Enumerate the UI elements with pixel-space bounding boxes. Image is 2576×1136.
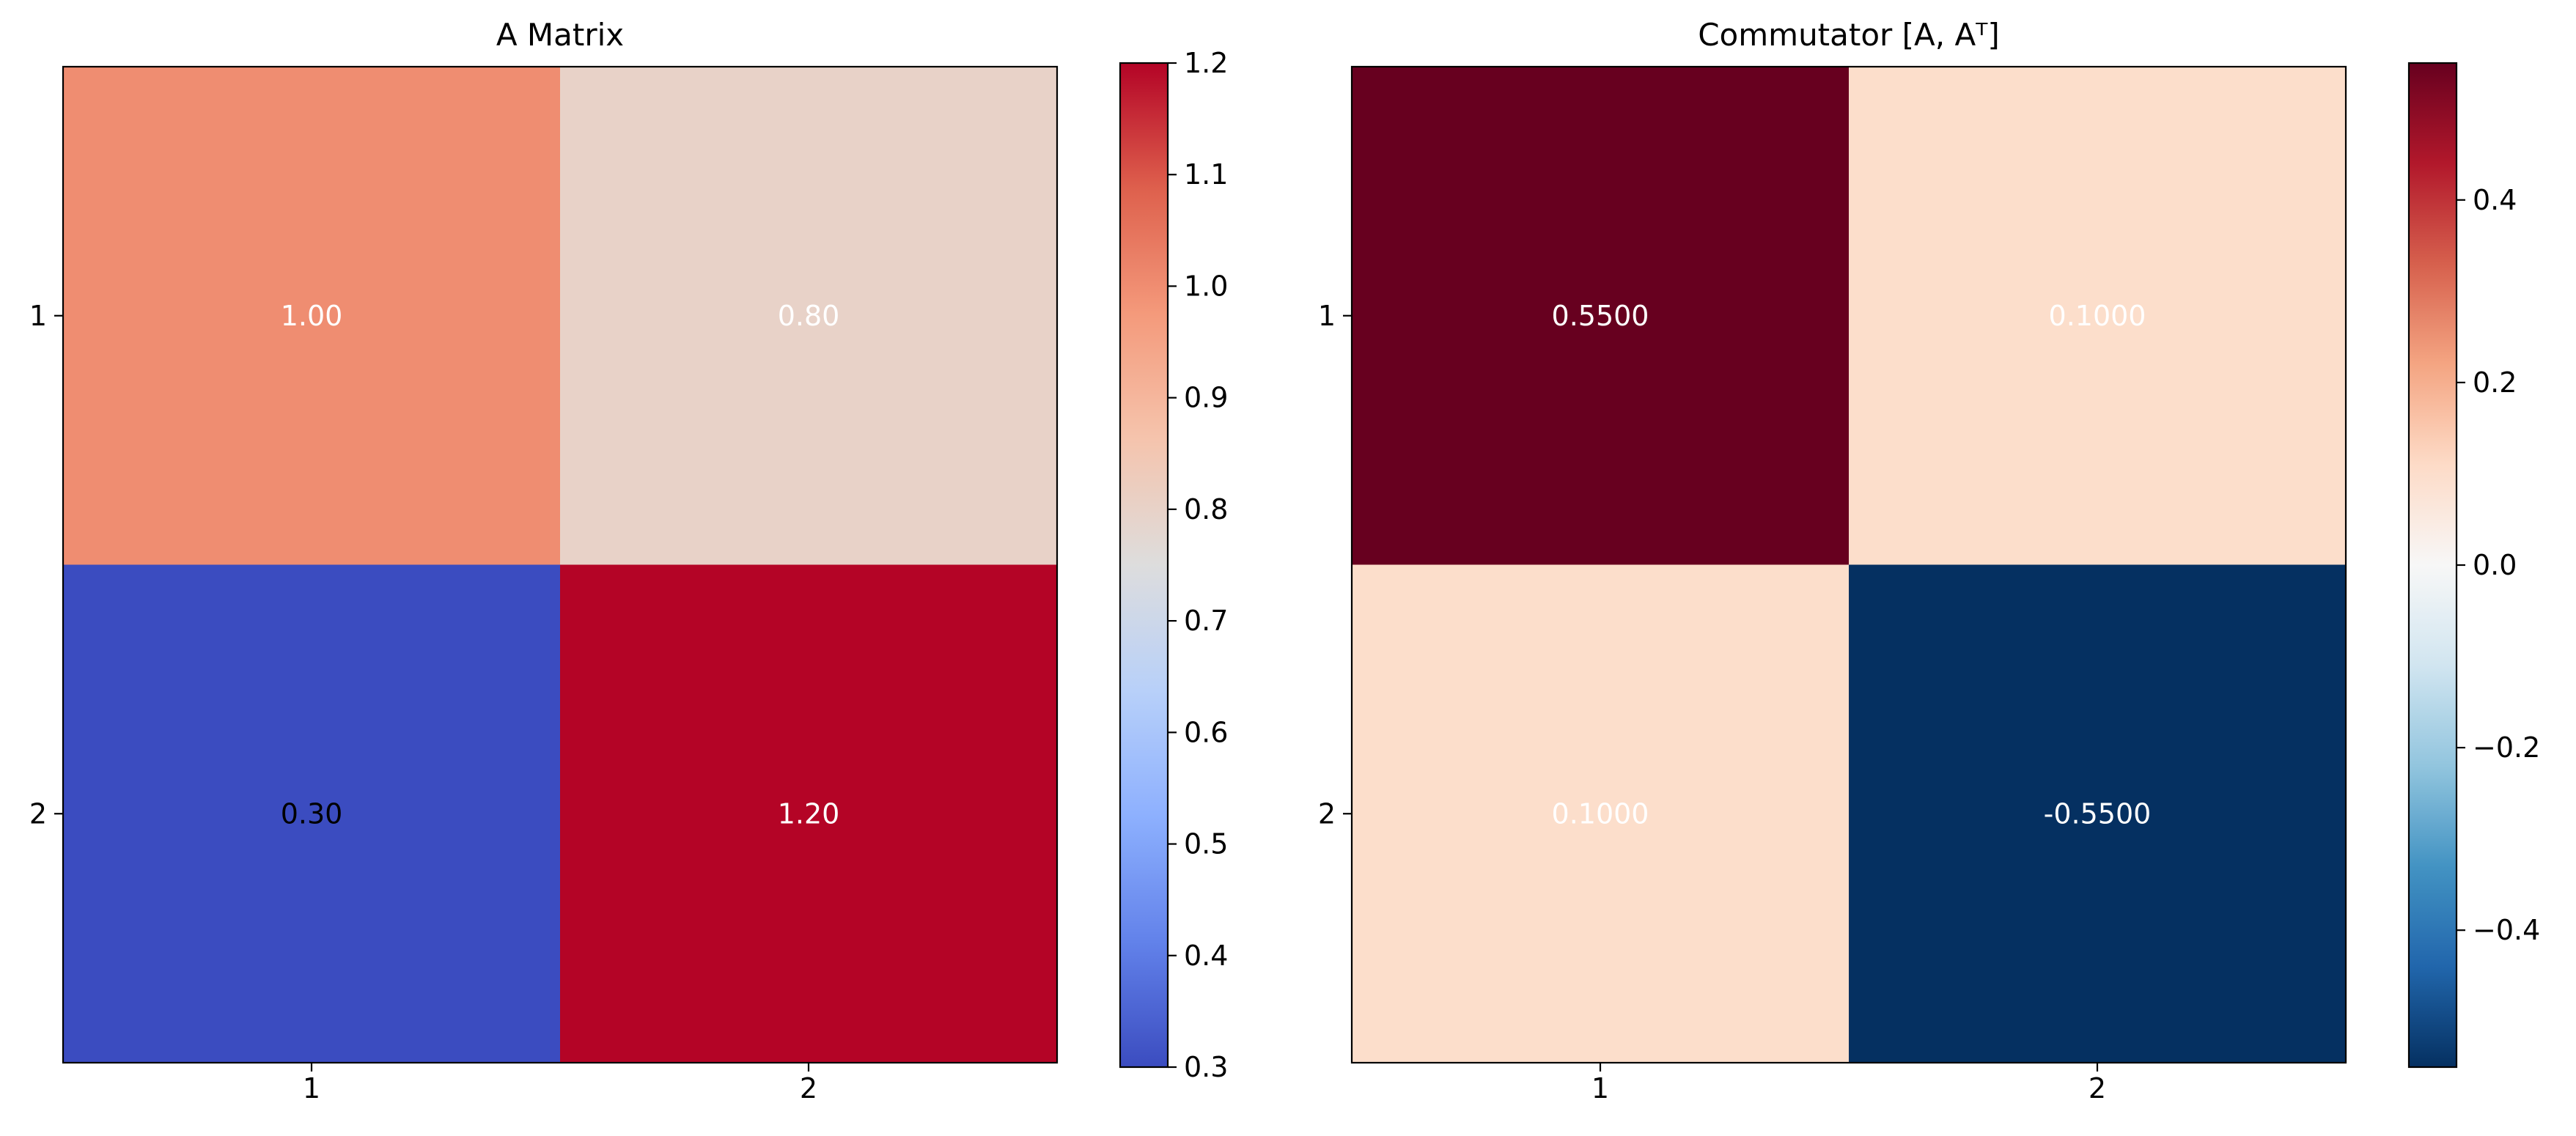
cell-label-r2-c1: 0.1000 (1552, 797, 1649, 830)
colorbar-tick-label: 1.0 (1184, 270, 1228, 302)
charts-container: A Matrix 1.00 0.80 0.30 1.20 1 2 1 2 0.3 0.4 0.5 0.6… (29, 17, 2540, 1104)
cell-label-r1-c2: 0.80 (778, 300, 840, 332)
colorbar-tick-label: 0.5 (1184, 828, 1228, 860)
colorbar-tick-label: 0.9 (1184, 382, 1228, 414)
x-tick-label: 1 (1591, 1072, 1609, 1104)
colorbar: −0.4 −0.2 0.0 0.2 0.4 (2407, 62, 2540, 1069)
colorbar-gradient (1120, 63, 1168, 1067)
colorbar-tick-label: −0.4 (2473, 914, 2540, 946)
heatmap-cell-r2-c1 (63, 564, 561, 1063)
colorbar-tick-label: 1.2 (1184, 47, 1228, 79)
cell-label-r2-c1: 0.30 (281, 797, 343, 830)
colorbar-tick-label: 0.4 (2473, 184, 2517, 216)
y-tick-label: 1 (29, 300, 47, 332)
colorbar-frame (1119, 62, 1169, 1069)
colorbar-tick-label: 0.6 (1184, 716, 1228, 748)
colorbar-tick-label: 0.4 (1184, 940, 1228, 972)
cell-label-r2-c2: 1.20 (778, 797, 840, 830)
heatmap-cell-r1-c2 (1849, 67, 2347, 565)
cell-label-r2-c2: -0.5500 (2044, 797, 2152, 830)
colorbar-tick-label: 0.8 (1184, 493, 1228, 525)
y-tick-label: 2 (1318, 797, 1336, 830)
heatmap-panel-1: A Matrix 1.00 0.80 0.30 1.20 1 2 1 2 0.3 0.4 0.5 0.6… (29, 17, 1229, 1104)
heatmap-panel-2: Commutator [A, Aᵀ] 0.5500 0.1000 0.1000 -0.5… (1318, 17, 2540, 1104)
chart-title: Commutator [A, Aᵀ] (1698, 17, 2000, 53)
cell-label-r1-c2: 0.1000 (2049, 300, 2146, 332)
colorbar-tick-label: 0.3 (1184, 1051, 1228, 1083)
colorbar-tick-label: 0.7 (1184, 605, 1228, 637)
heatmap-cell-r2-c2 (560, 564, 1058, 1063)
x-tick-label: 2 (800, 1072, 817, 1104)
y-tick-label: 1 (1318, 300, 1336, 332)
colorbar-tick-label: 0.0 (2473, 549, 2517, 581)
x-tick-label: 1 (303, 1072, 320, 1104)
cell-label-r1-c1: 0.5500 (1552, 300, 1649, 332)
cell-label-r1-c1: 1.00 (281, 300, 343, 332)
axes-frame (1350, 65, 2347, 1064)
chart-title: A Matrix (496, 17, 624, 53)
heatmap-cell-r2-c2 (1849, 564, 2347, 1063)
colorbar: 0.3 0.4 0.5 0.6 0.7 0.8 0.9 1.0 1.1 1.2 (1119, 47, 1228, 1083)
colorbar-gradient (2409, 63, 2457, 1067)
heatmap-cell-r1-c1 (1352, 67, 1850, 565)
heatmap-cell-r1-c2 (560, 67, 1058, 565)
heatmap-cell-r1-c1 (63, 67, 561, 565)
heatmap-cell-r2-c1 (1352, 564, 1850, 1063)
colorbar-tick-label: 1.1 (1184, 158, 1228, 191)
y-tick-label: 2 (29, 797, 47, 830)
x-tick-label: 2 (2089, 1072, 2106, 1104)
axes-frame (62, 65, 1059, 1064)
colorbar-tick-label: −0.2 (2473, 731, 2540, 764)
colorbar-tick-label: 0.2 (2473, 366, 2517, 399)
